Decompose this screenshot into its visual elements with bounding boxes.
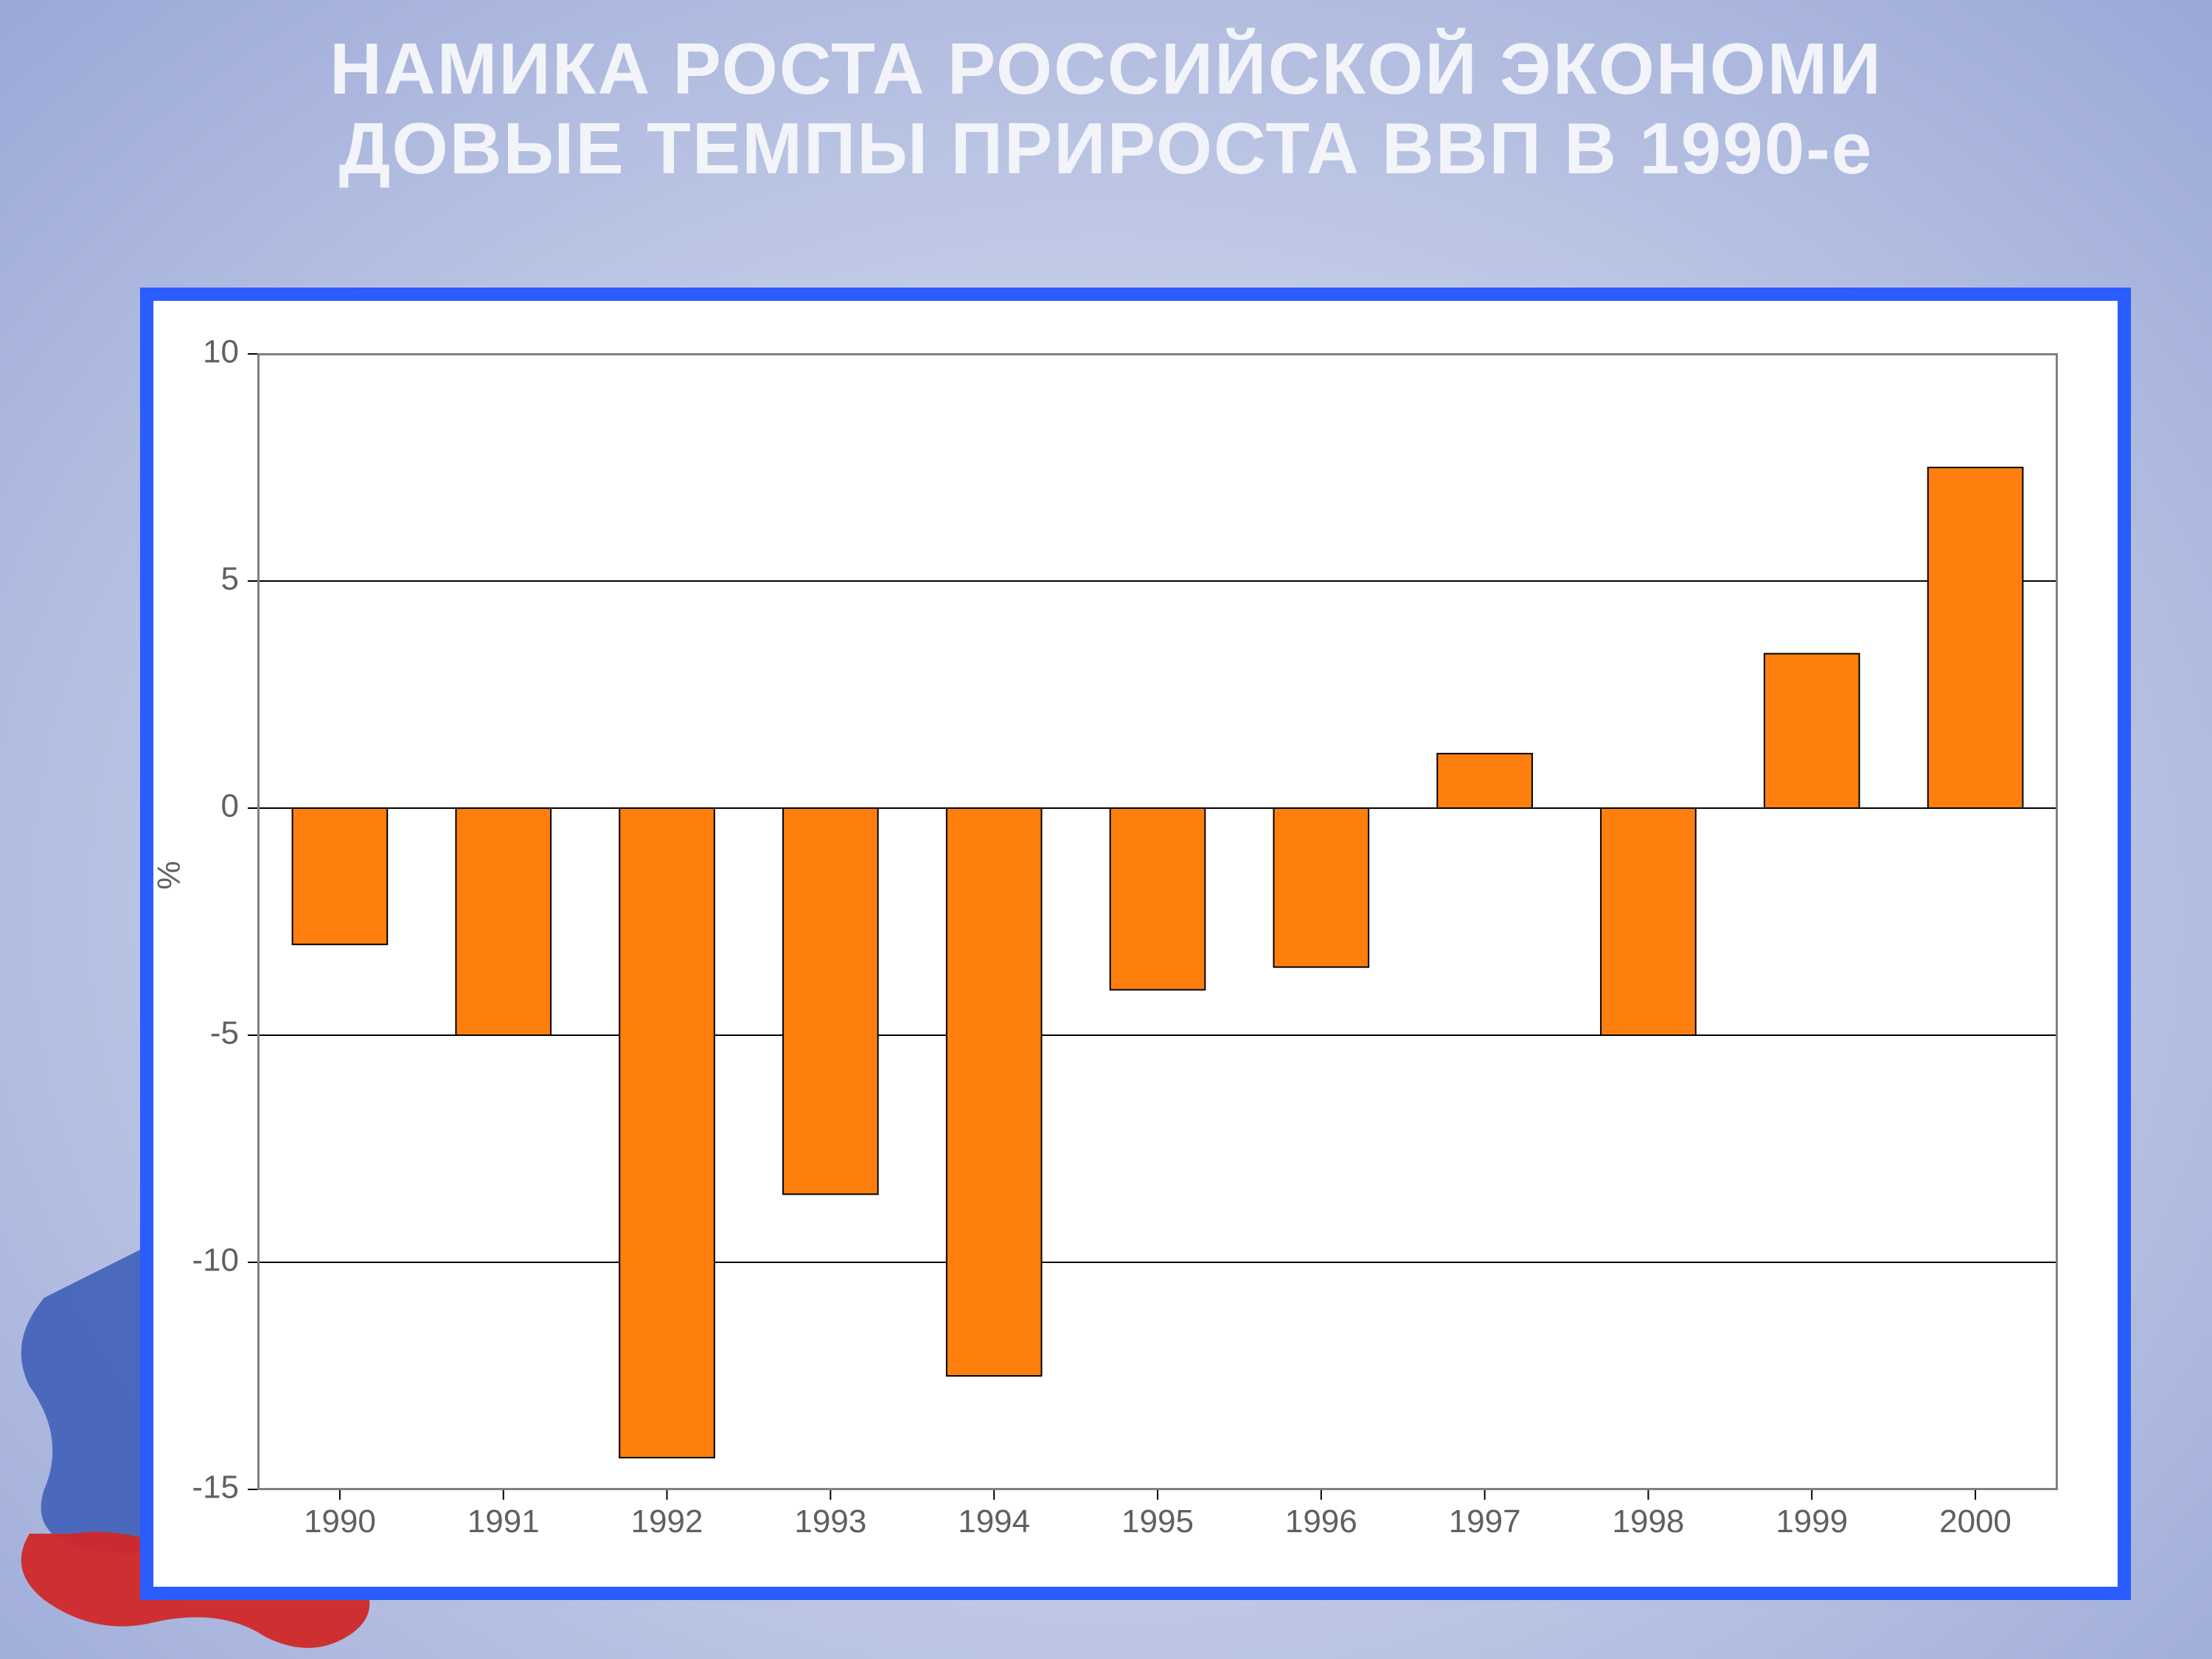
svg-text:10: 10 [203, 334, 239, 370]
svg-text:-10: -10 [192, 1242, 239, 1279]
bar-1992 [619, 808, 714, 1458]
x-tick-label: 1999 [1775, 1503, 1848, 1540]
chart-frame: -15 -10 -5 0 5 10 1990 1991 1992 1993 1994 1995 1996… [140, 288, 2131, 1600]
svg-text:0: 0 [221, 788, 239, 824]
bar-1991 [456, 808, 551, 1035]
svg-text:-5: -5 [210, 1015, 239, 1051]
x-tick-label: 1994 [958, 1503, 1030, 1540]
plot-area: -15-10-505101990199119921993199419951996… [258, 354, 2057, 1489]
bar-1994 [947, 808, 1042, 1376]
slide: НАМИКА РОСТА РОССИЙСКОЙ ЭКОНОМИ ДОВЫЕ ТЕ… [0, 0, 2212, 1659]
bar-1996 [1273, 808, 1368, 967]
slide-title: НАМИКА РОСТА РОССИЙСКОЙ ЭКОНОМИ ДОВЫЕ ТЕ… [0, 29, 2212, 189]
gdp-bar-chart: -15-10-505101990199119921993199419951996… [258, 354, 2057, 1534]
bar-1995 [1110, 808, 1206, 990]
y-axis-label: % [151, 860, 188, 889]
x-tick-label: 1995 [1121, 1503, 1194, 1540]
x-tick-label: 1993 [794, 1503, 866, 1540]
bar-2000 [1928, 467, 2023, 808]
svg-text:-15: -15 [192, 1470, 239, 1506]
bar-1999 [1764, 654, 1860, 808]
x-tick-label: 1990 [304, 1503, 376, 1540]
x-tick-label: 1997 [1449, 1503, 1521, 1540]
x-tick-label: 2000 [1939, 1503, 2011, 1540]
x-tick-label: 1992 [631, 1503, 703, 1540]
bar-1993 [783, 808, 878, 1194]
x-tick-label: 1996 [1285, 1503, 1357, 1540]
x-tick-label: 1998 [1613, 1503, 1685, 1540]
x-tick-label: 1991 [467, 1503, 540, 1540]
bar-1990 [293, 808, 388, 945]
bar-1997 [1437, 754, 1532, 808]
bar-1998 [1601, 808, 1696, 1035]
svg-text:5: 5 [221, 561, 239, 597]
